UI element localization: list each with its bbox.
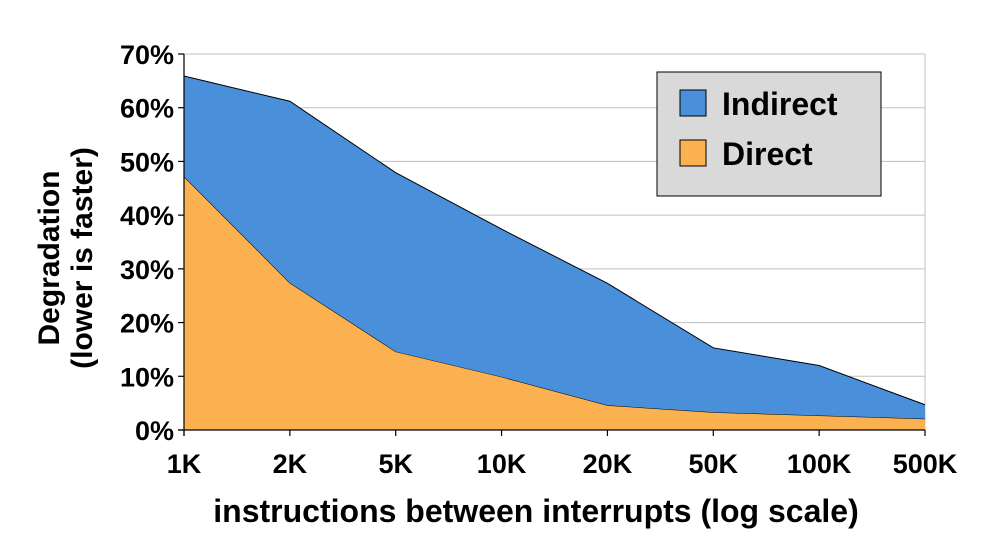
y-axis-ticks: 0% 10% 20% 30% 40% 50% 60% 70%: [120, 40, 184, 446]
y-axis-label-line-1: Degradation: [33, 170, 66, 345]
legend-label-indirect: Indirect: [722, 86, 838, 122]
x-tick-label-50k: 50K: [689, 449, 739, 479]
series-areas: [183, 75, 926, 430]
legend-swatch-indirect: [679, 89, 707, 117]
y-axis-label-line-2: (lower is faster): [66, 147, 99, 369]
x-axis-label: instructions between interrupts (log sca…: [213, 493, 858, 529]
y-tick-label-6: 60%: [120, 94, 174, 124]
x-tick-label-2k: 2K: [273, 449, 308, 479]
legend-swatch-direct: [679, 139, 707, 167]
axes: [178, 54, 925, 436]
legend: Indirect Direct: [656, 71, 882, 197]
x-tick-label-500k: 500K: [893, 449, 958, 479]
x-tick-label-10k: 10K: [477, 449, 527, 479]
x-axis-ticks: 1K 2K 5K 10K 20K 50K 100K 500K: [167, 430, 958, 479]
y-tick-label-3: 30%: [120, 255, 174, 285]
x-tick-label-1k: 1K: [167, 449, 202, 479]
series-line-indirect: [183, 75, 926, 406]
y-tick-label-5: 50%: [120, 147, 174, 177]
y-tick-label-7: 70%: [120, 40, 174, 70]
legend-label-direct: Direct: [722, 136, 813, 172]
y-tick-label-2: 20%: [120, 309, 174, 339]
area-direct: [184, 176, 925, 430]
y-tick-label-0: 0%: [135, 416, 174, 446]
area-indirect: [184, 76, 925, 419]
x-tick-label-100k: 100K: [787, 449, 852, 479]
y-axis-label: Degradation (lower is faster): [33, 147, 99, 369]
x-tick-label-5k: 5K: [378, 449, 413, 479]
x-tick-label-20k: 20K: [583, 449, 633, 479]
y-tick-label-4: 40%: [120, 201, 174, 231]
y-tick-label-1: 10%: [120, 362, 174, 392]
